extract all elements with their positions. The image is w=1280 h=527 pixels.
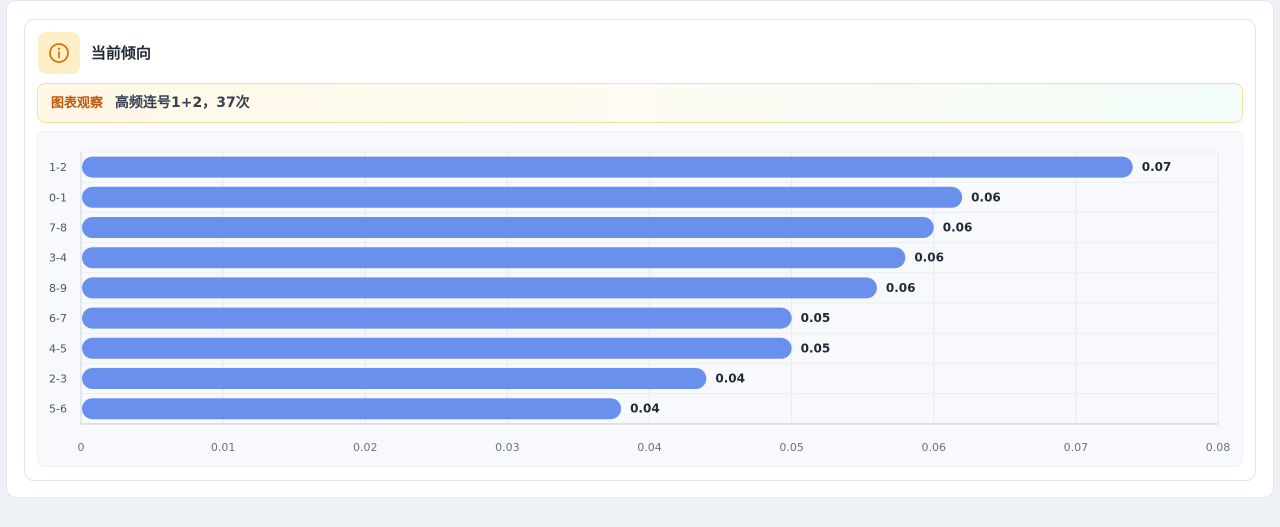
observation-banner: 图表观察 高频连号1+2，37次: [37, 83, 1243, 123]
bar-8-9: [82, 277, 877, 299]
value-label: 0.06: [971, 190, 1001, 204]
value-label: 0.05: [801, 311, 831, 325]
category-label: 4-5: [49, 342, 67, 355]
x-tick-label: 0.06: [922, 441, 947, 454]
value-label: 0.06: [914, 251, 944, 265]
category-label: 2-3: [49, 373, 67, 386]
bar-1-2: [82, 156, 1133, 178]
category-label: 0-1: [49, 191, 67, 204]
x-tick-label: 0.02: [353, 441, 378, 454]
header-icon-badge: [38, 32, 80, 74]
bar-7-8: [82, 217, 934, 238]
value-label: 0.06: [943, 221, 973, 235]
bar-6-7: [82, 307, 792, 329]
bar-0-1: [82, 186, 963, 208]
x-tick-label: 0: [78, 441, 85, 454]
observation-text: 高频连号1+2，37次: [115, 95, 250, 111]
category-label: 8-9: [49, 282, 67, 295]
value-label: 0.06: [886, 281, 916, 295]
value-label: 0.04: [715, 372, 745, 386]
bar-5-6: [82, 398, 622, 420]
bar-3-4: [82, 247, 906, 269]
card-title: 当前倾向: [91, 44, 152, 62]
x-tick-label: 0.04: [637, 441, 662, 454]
value-label: 0.05: [801, 341, 831, 355]
x-tick-label: 0.05: [779, 441, 804, 454]
observation-tag: 图表观察: [51, 96, 104, 111]
category-label: 3-4: [49, 252, 67, 265]
bar-4-5: [82, 337, 792, 359]
category-label: 1-2: [49, 161, 67, 174]
x-tick-label: 0.01: [211, 441, 236, 454]
x-tick-label: 0.07: [1064, 441, 1089, 454]
x-tick-label: 0.03: [495, 441, 520, 454]
category-label: 5-6: [49, 403, 67, 416]
value-label: 0.07: [1142, 160, 1172, 174]
value-label: 0.04: [630, 402, 660, 416]
category-label: 6-7: [49, 312, 67, 325]
category-label: 7-8: [49, 222, 67, 235]
info-icon: [49, 43, 69, 63]
bar-2-3: [82, 368, 707, 389]
x-tick-label: 0.08: [1206, 441, 1231, 454]
